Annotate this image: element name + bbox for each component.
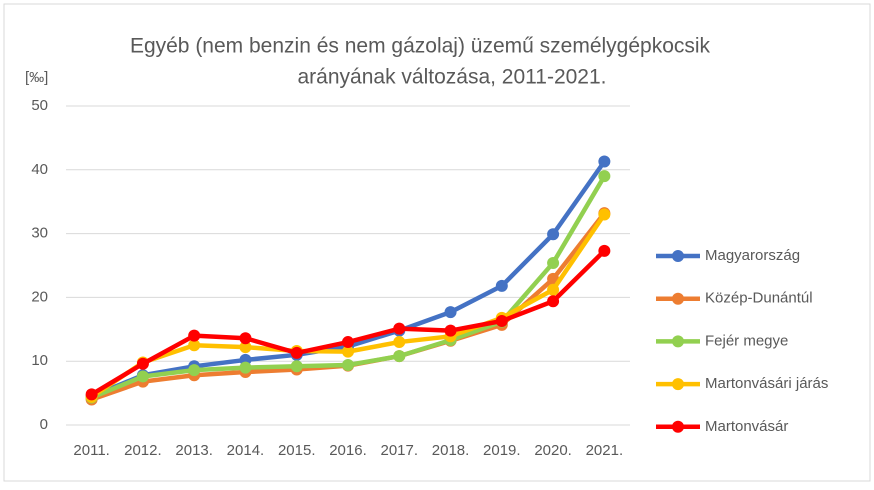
data-point [85,388,98,401]
x-tick-label: 2020. [534,442,572,459]
y-tick-label: 20 [31,288,48,305]
x-tick-label: 2017. [380,442,418,459]
x-tick-label: 2011. [73,442,109,459]
y-tick-label: 10 [31,352,48,369]
legend-marker [672,292,684,305]
data-point [136,370,149,383]
data-point [598,155,611,168]
x-tick-label: 2015. [278,442,316,459]
data-point [342,359,354,372]
legend-label: Fejér megye [705,332,788,349]
legend-marker [672,378,684,391]
y-tick-label: 40 [31,161,48,178]
data-point [444,324,457,337]
data-point [444,306,457,319]
legend-label: Közép-Dunántúl [705,290,813,307]
data-point [495,279,508,292]
data-point [342,336,354,349]
data-point [239,341,252,354]
y-tick-label: 30 [31,225,48,242]
y-tick-label: 50 [31,97,48,114]
data-point [188,339,201,352]
data-point [547,256,560,269]
chart-frame [3,3,871,482]
data-point [598,244,611,257]
legend-marker [672,420,684,433]
y-tick-label: 0 [40,416,48,433]
legend-label: Magyarország [705,247,800,264]
x-tick-label: 2019. [483,442,521,459]
data-point [598,170,611,183]
data-point [547,283,560,296]
data-point [393,322,406,335]
data-point [393,336,406,349]
x-tick-label: 2012. [124,442,162,459]
data-point [239,332,252,345]
data-point [495,315,508,328]
data-point [342,345,354,358]
data-point [547,228,560,241]
data-point [188,364,201,377]
x-tick-label: 2014. [227,442,265,459]
x-tick-label: 2018. [432,442,470,459]
legend-label: Martonvásár [705,418,788,435]
x-tick-label: 2021. [586,442,624,459]
data-point [239,361,252,374]
data-point [393,350,406,363]
data-point [598,208,611,221]
legend-marker [672,335,684,348]
data-point [188,329,201,342]
x-tick-label: 2016. [329,442,367,459]
chart-title: Egyéb (nem benzin és nem gázolaj) üzemű … [130,35,711,58]
data-point [290,360,303,373]
data-point [136,357,149,370]
data-point [290,346,303,359]
chart-title: arányának változása, 2011-2021. [298,66,607,89]
legend-marker [672,250,684,262]
data-point [547,295,560,308]
y-axis-label: [‰] [25,69,48,86]
legend-label: Martonvásári járás [705,375,828,392]
x-tick-label: 2013. [175,442,213,459]
